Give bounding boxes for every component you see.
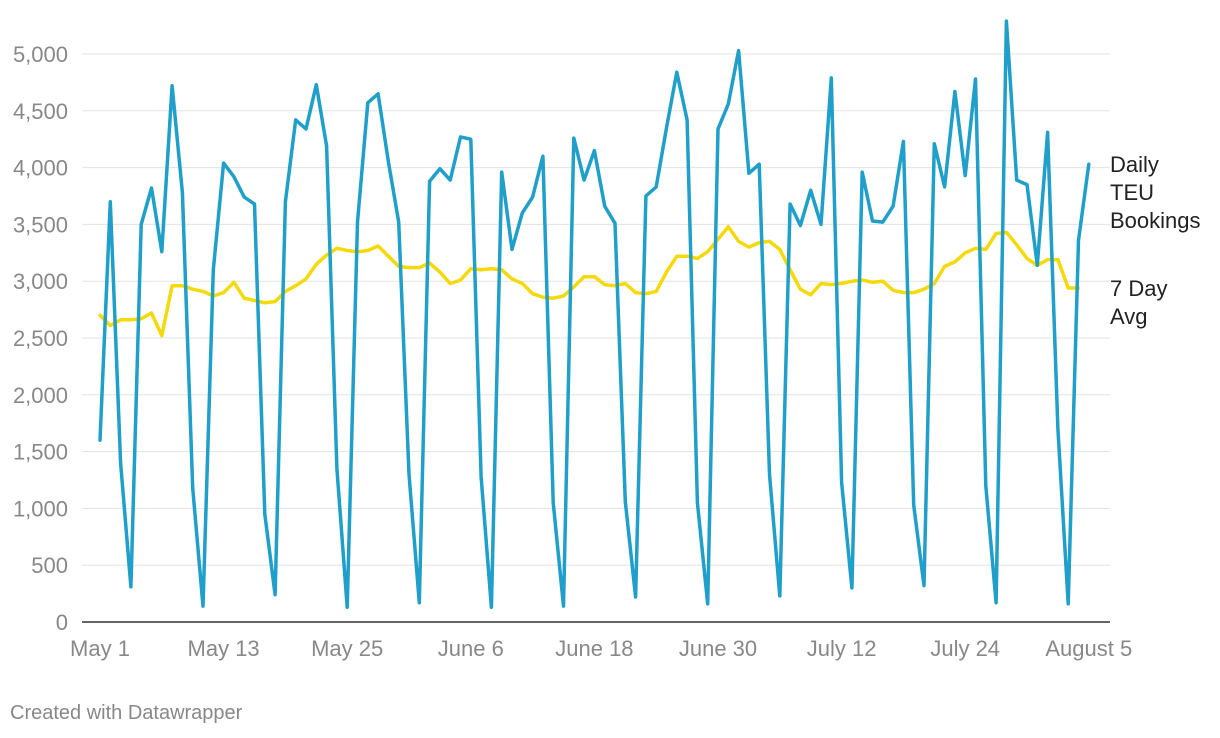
legend-label-daily-teu-bookings: TEU — [1110, 180, 1154, 205]
x-tick-label: June 6 — [438, 636, 504, 661]
gridlines — [82, 53, 1110, 623]
y-tick-label: 500 — [31, 553, 68, 578]
x-tick-label: August 5 — [1045, 636, 1132, 661]
credit-text: Created with Datawrapper — [10, 702, 243, 724]
series-line-daily-teu-bookings — [98, 19, 1091, 609]
y-tick-label: 2,000 — [13, 383, 68, 408]
legend: Daily TEU Bookings 7 Day Avg — [1110, 152, 1201, 329]
series-lines — [98, 19, 1091, 609]
x-tick-label: May 25 — [311, 636, 383, 661]
y-tick-label: 0 — [56, 610, 68, 635]
x-tick-label: July 24 — [930, 636, 1000, 661]
legend-label-7-day-avg: 7 Day — [1110, 276, 1167, 301]
y-tick-label: 4,500 — [13, 99, 68, 124]
series-line-7-day-avg — [98, 224, 1081, 338]
legend-label-daily-teu-bookings: Daily — [1110, 152, 1159, 177]
y-tick-label: 4,000 — [13, 156, 68, 181]
x-axis-ticks: May 1 May 13 May 25 June 6 June 18 June 30 Jul… — [70, 636, 1132, 661]
line-chart: 0 500 1,000 1,500 2,000 2,500 3,000 3,500 4,000 4… — [13, 19, 1201, 661]
y-tick-label: 3,000 — [13, 269, 68, 294]
x-tick-label: June 30 — [679, 636, 757, 661]
x-tick-label: May 1 — [70, 636, 130, 661]
y-axis-ticks: 0 500 1,000 1,500 2,000 2,500 3,000 3,500 4,000 4… — [13, 42, 68, 635]
y-tick-label: 2,500 — [13, 326, 68, 351]
legend-label-7-day-avg: Avg — [1110, 304, 1148, 329]
y-tick-label: 1,500 — [13, 440, 68, 465]
legend-label-daily-teu-bookings: Bookings — [1110, 208, 1201, 233]
x-tick-label: July 12 — [807, 636, 877, 661]
x-tick-label: May 13 — [188, 636, 260, 661]
y-tick-label: 5,000 — [13, 42, 68, 67]
x-tick-label: June 18 — [555, 636, 633, 661]
y-tick-label: 1,000 — [13, 496, 68, 521]
y-tick-label: 3,500 — [13, 212, 68, 237]
